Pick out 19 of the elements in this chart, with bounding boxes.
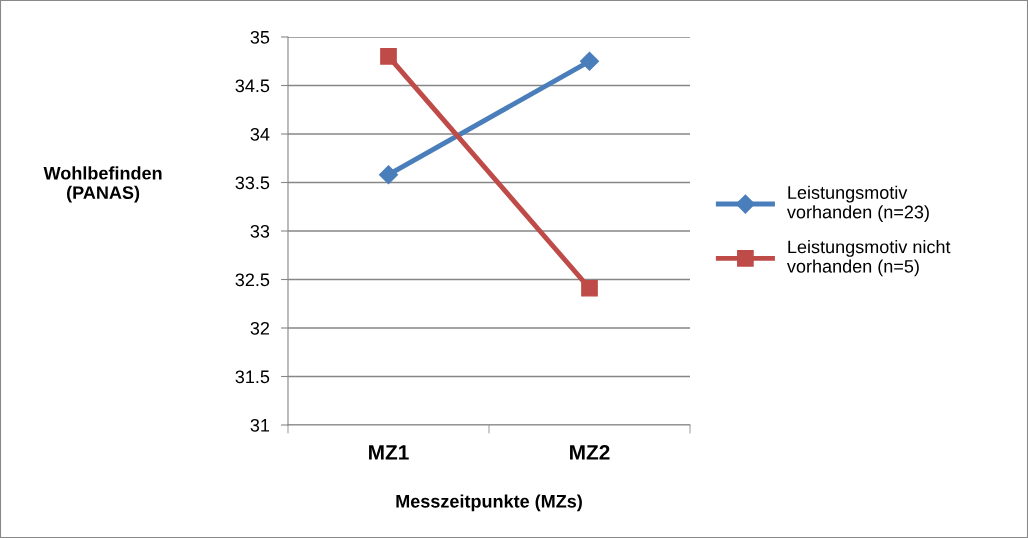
point (378, 165, 399, 185)
y-tick-label: 34.5 (235, 79, 270, 93)
y-axis-title: Wohlbefinden (PANAS) (43, 166, 162, 203)
y-tick-label: 31.5 (235, 370, 270, 384)
y-tick-label: 33 (250, 224, 270, 238)
y-tick-label: 31 (250, 418, 270, 432)
point (581, 279, 598, 297)
y-tick-label: 32 (250, 321, 270, 335)
y-tick-label: 32.5 (235, 273, 270, 287)
y-tick-label: 33.5 (235, 176, 270, 190)
x-axis-title: Messzeitpunkte (MZs) (396, 494, 582, 512)
point (380, 48, 397, 65)
legend-label: Leistungsmotiv vorhanden (n=23) (786, 185, 929, 222)
y-tick-label: 35 (250, 30, 270, 44)
y-tick-label: 34 (250, 127, 270, 141)
legend-label: Leistungsmotiv nicht vorhanden (n=5) (786, 240, 951, 277)
point (579, 51, 600, 71)
x-tick-label: MZ1 (369, 445, 409, 460)
x-tick-label: MZ2 (570, 444, 610, 460)
